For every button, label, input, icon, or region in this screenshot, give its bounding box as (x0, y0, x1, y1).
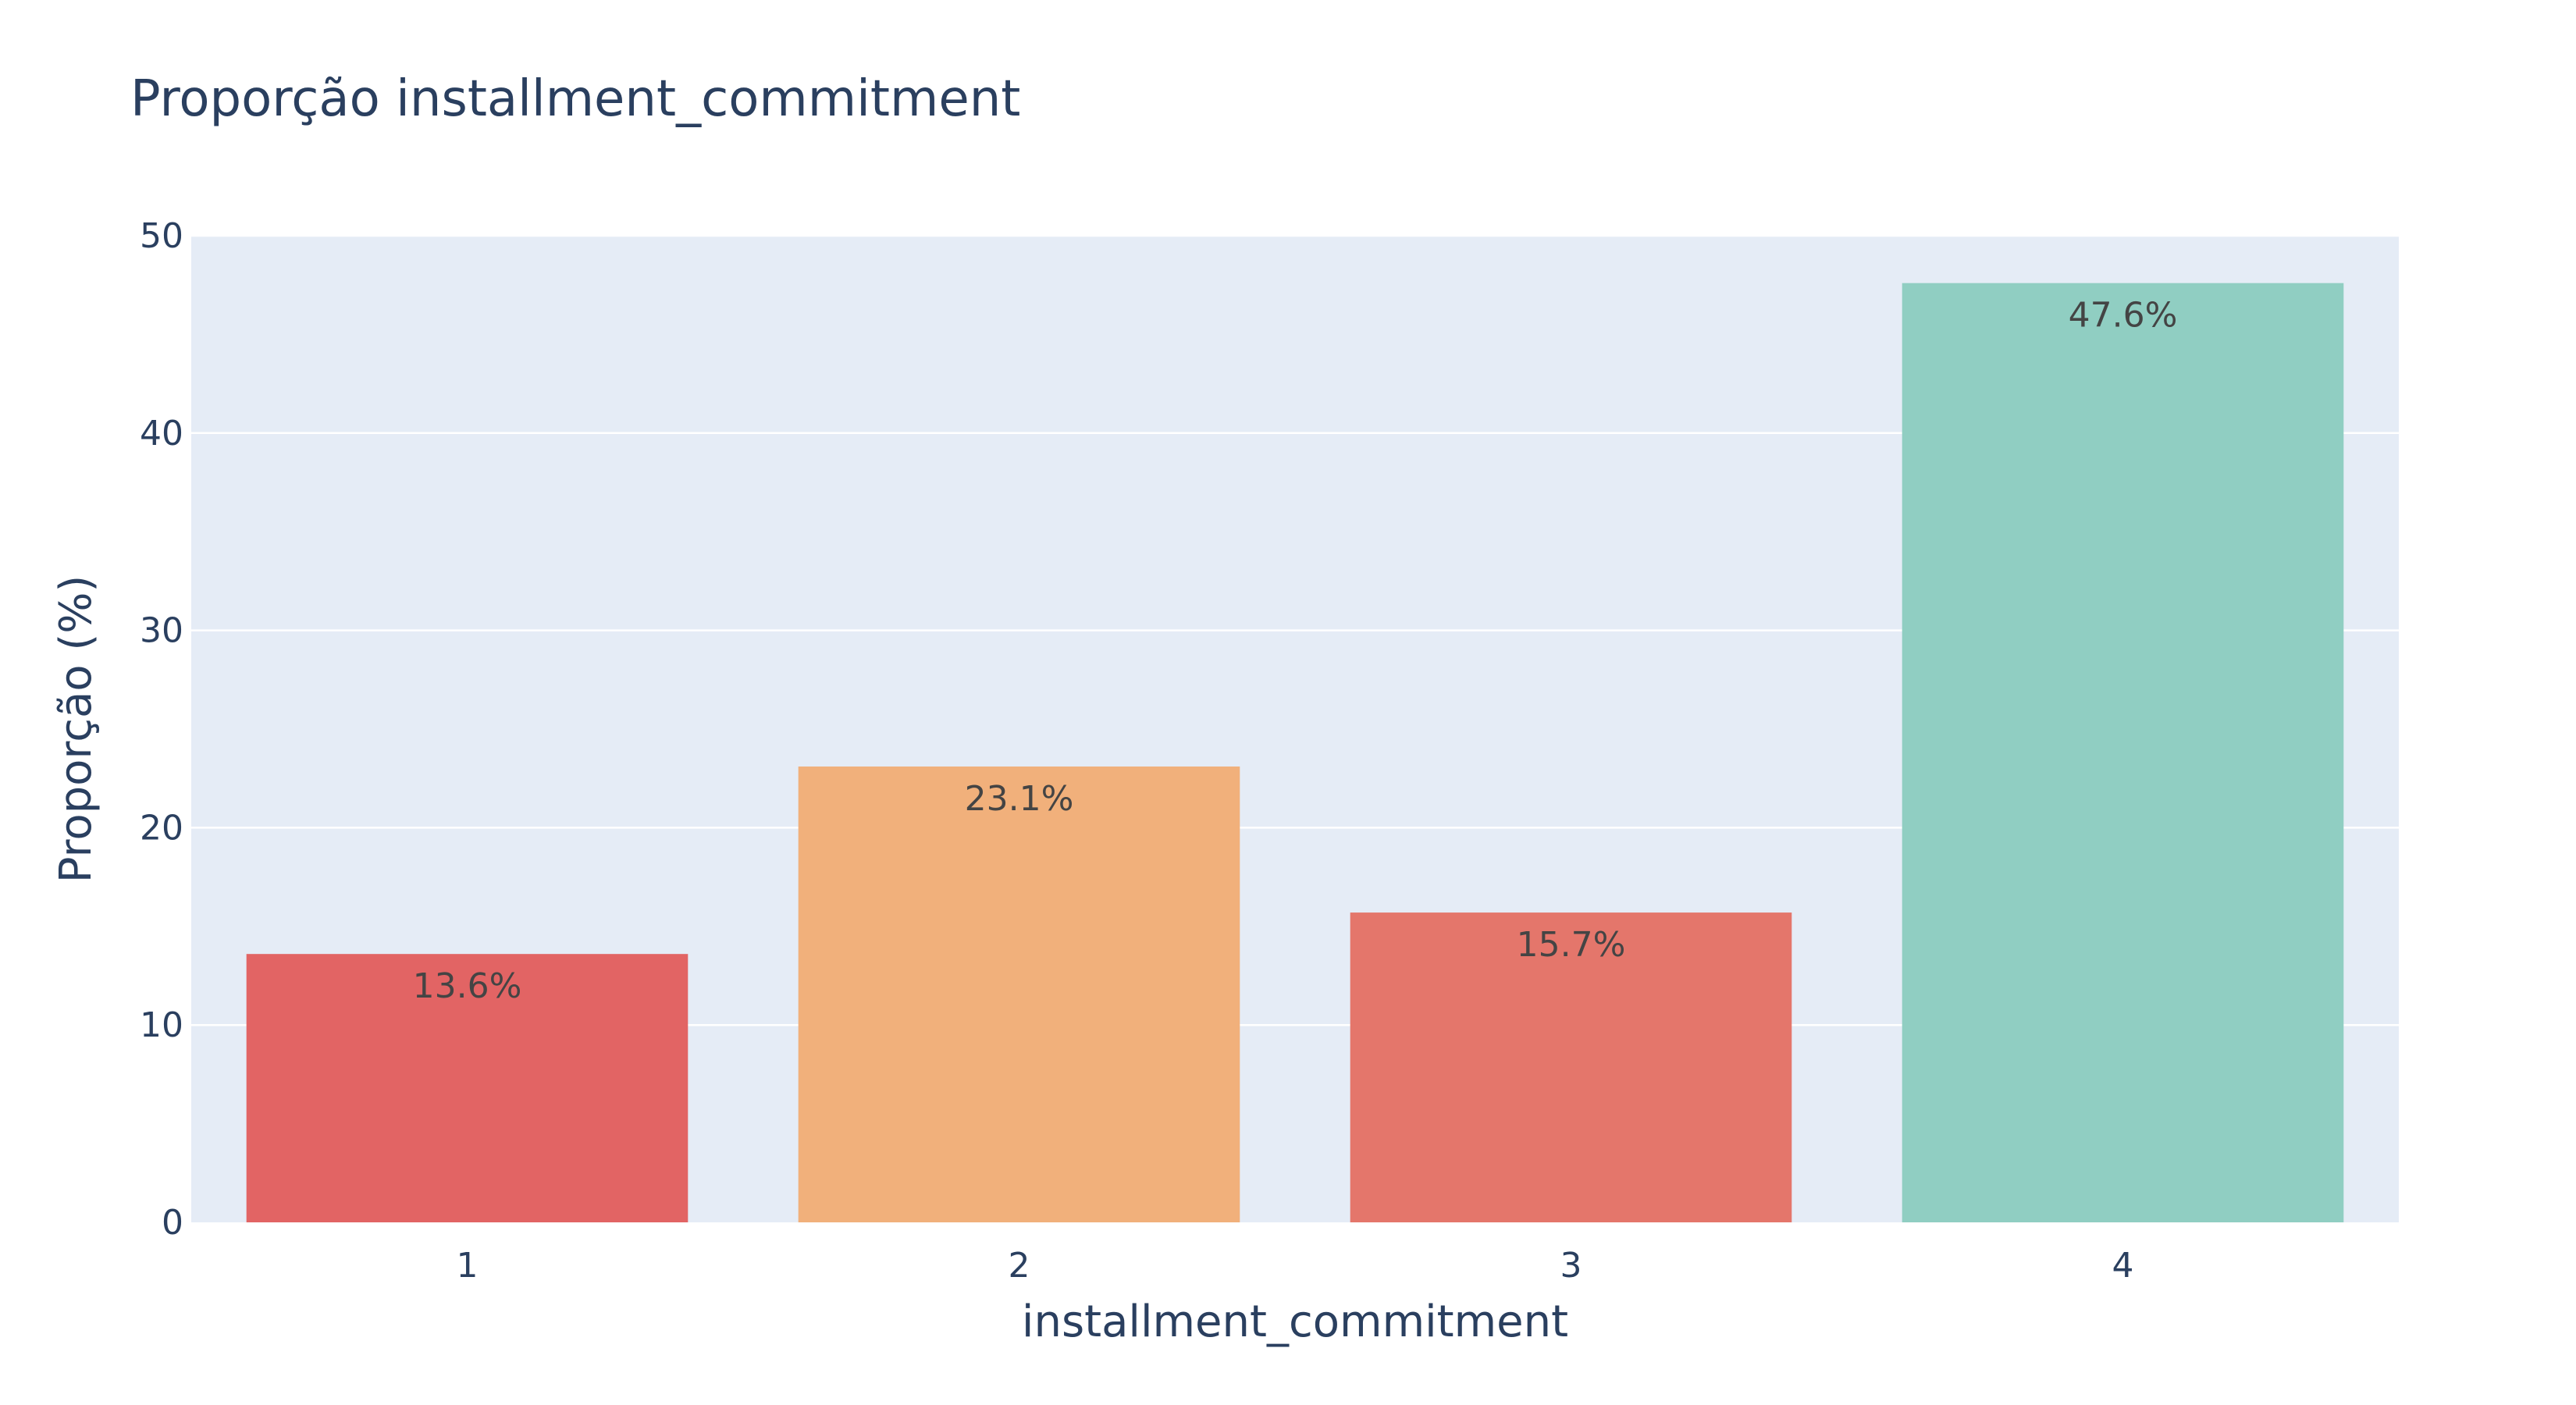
bar-data-label: 13.6% (413, 966, 522, 1006)
y-axis-title: Proporção (%) (51, 575, 101, 884)
y-tick-label: 50 (140, 216, 183, 256)
y-tick-label: 40 (140, 414, 183, 454)
x-axis-ticks: 1 2 3 4 (457, 1246, 2134, 1286)
x-tick-label: 1 (457, 1246, 479, 1286)
bar-data-label: 23.1% (965, 779, 1074, 819)
y-tick-label: 20 (140, 808, 183, 848)
bar-data-label: 15.7% (1517, 925, 1626, 965)
x-tick-label: 4 (2112, 1246, 2134, 1286)
bar-data-label: 47.6% (2069, 296, 2178, 336)
bar-1[interactable] (246, 954, 688, 1222)
x-axis-title: installment_commitment (1022, 1297, 1568, 1347)
bar-3[interactable] (1350, 912, 1792, 1222)
bar-4[interactable] (1902, 283, 2344, 1222)
chart-title: Proporção installment_commitment (130, 70, 1020, 128)
y-tick-label: 0 (162, 1203, 183, 1243)
y-tick-label: 30 (140, 611, 183, 651)
y-axis-ticks: 0 10 20 30 40 50 (140, 216, 183, 1243)
bars (246, 283, 2344, 1222)
bar-2[interactable] (798, 767, 1240, 1222)
x-tick-label: 2 (1009, 1246, 1030, 1286)
x-tick-label: 3 (1560, 1246, 1582, 1286)
y-tick-label: 10 (140, 1005, 183, 1045)
bar-data-labels: 13.6% 23.1% 15.7% 47.6% (413, 296, 2178, 1007)
